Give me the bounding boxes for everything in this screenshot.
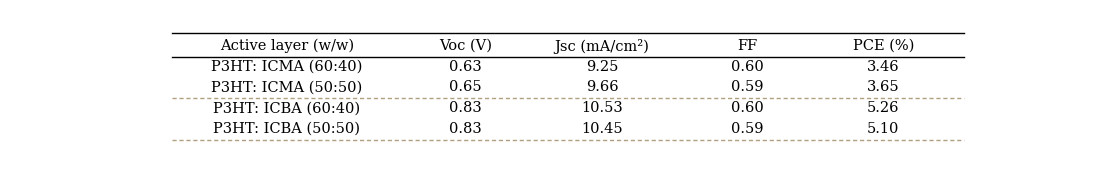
Text: 9.25: 9.25 [586, 60, 618, 74]
Text: Active layer (w/w): Active layer (w/w) [220, 39, 354, 53]
Text: 0.60: 0.60 [730, 101, 763, 115]
Text: FF: FF [737, 39, 757, 53]
Text: 3.65: 3.65 [867, 80, 900, 95]
Text: 0.83: 0.83 [449, 122, 482, 136]
Text: P3HT: ICBA (60:40): P3HT: ICBA (60:40) [213, 101, 361, 115]
Text: 10.45: 10.45 [581, 122, 623, 136]
Text: Voc (V): Voc (V) [439, 39, 492, 53]
Text: Jsc (mA/cm²): Jsc (mA/cm²) [554, 39, 649, 54]
Text: 0.83: 0.83 [449, 101, 482, 115]
Text: 5.10: 5.10 [867, 122, 900, 136]
Text: 10.53: 10.53 [581, 101, 623, 115]
Text: P3HT: ICMA (50:50): P3HT: ICMA (50:50) [211, 80, 362, 95]
Text: 0.59: 0.59 [730, 122, 763, 136]
Text: 0.65: 0.65 [450, 80, 482, 95]
Text: P3HT: ICMA (60:40): P3HT: ICMA (60:40) [211, 60, 362, 74]
Text: 9.66: 9.66 [586, 80, 618, 95]
Text: 3.46: 3.46 [867, 60, 900, 74]
Text: 0.63: 0.63 [449, 60, 482, 74]
Text: 0.60: 0.60 [730, 60, 763, 74]
Text: 5.26: 5.26 [867, 101, 900, 115]
Text: P3HT: ICBA (50:50): P3HT: ICBA (50:50) [213, 122, 360, 136]
Text: 0.59: 0.59 [730, 80, 763, 95]
Text: PCE (%): PCE (%) [852, 39, 914, 53]
